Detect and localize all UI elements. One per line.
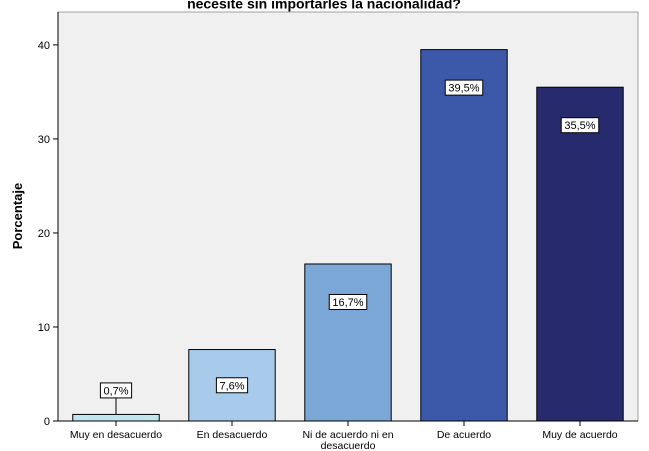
y-axis-label: Porcentaje bbox=[10, 183, 25, 249]
y-tick-label: 0 bbox=[44, 416, 50, 428]
x-axis: Muy en desacuerdo En desacuerdo Ni de acue… bbox=[58, 420, 638, 451]
data-label: 16,7% bbox=[332, 297, 363, 309]
data-label-box bbox=[444, 79, 484, 96]
data-label: 35,5% bbox=[564, 120, 595, 132]
y-tick-label: 20 bbox=[38, 228, 50, 240]
chart-title: necesite sin importarles la nacionalidad… bbox=[187, 0, 461, 12]
data-label: 39,5% bbox=[448, 83, 479, 95]
y-axis: 0 10 20 30 40 bbox=[38, 12, 59, 428]
data-labels: 0,7% 7,6% 16,7% 39,5% 35,5% bbox=[99, 79, 600, 415]
y-tick-label: 40 bbox=[38, 40, 50, 52]
x-tick-label: Muy en desacuerdo bbox=[70, 429, 162, 441]
data-label-box bbox=[99, 382, 133, 399]
x-tick-label: De acuerdo bbox=[437, 429, 491, 441]
bar bbox=[536, 86, 624, 422]
x-tick-label: En desacuerdo bbox=[197, 429, 268, 441]
x-tick-label: Muy de acuerdo bbox=[542, 429, 617, 441]
bar bbox=[420, 49, 508, 422]
y-tick-label: 10 bbox=[38, 322, 50, 334]
y-tick-label: 30 bbox=[38, 134, 50, 146]
data-label-box bbox=[328, 293, 368, 310]
data-label: 7,6% bbox=[219, 380, 244, 392]
x-tick-label: desacuerdo bbox=[321, 440, 376, 451]
x-tick-label: Ni de acuerdo ni en bbox=[302, 429, 393, 441]
bar bbox=[304, 263, 392, 422]
data-label-box bbox=[560, 117, 600, 134]
bar bbox=[72, 413, 160, 422]
data-label: 0,7% bbox=[103, 385, 128, 397]
data-label-box bbox=[215, 377, 249, 394]
